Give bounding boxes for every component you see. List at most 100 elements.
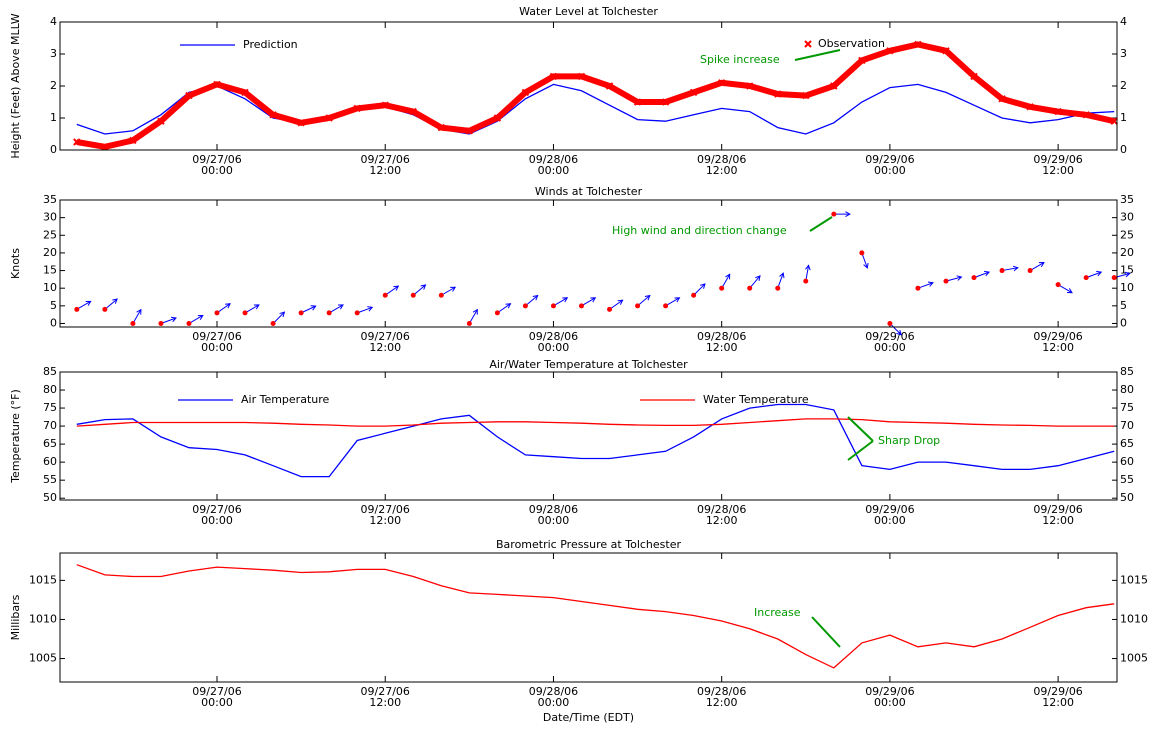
- wind-arrow-head: [170, 316, 177, 323]
- x-tick-label-line: 09/29/06: [1033, 330, 1082, 343]
- wind-arrow-head: [700, 283, 706, 289]
- x-tick-label: 09/29/06 12:00: [1033, 153, 1082, 177]
- wind-speed-dot: [74, 306, 80, 312]
- wind-arrow-shaft: [1029, 262, 1045, 271]
- x-tick-label-line: 12:00: [706, 696, 738, 709]
- x-tick-label: 09/27/06 12:00: [361, 330, 410, 354]
- wind-arrow-head: [532, 294, 539, 301]
- wind-arrow-shaft: [244, 304, 260, 314]
- wind-arrow-shaft: [861, 252, 868, 269]
- wind-arrow: [160, 316, 177, 324]
- x-marker-stroke: [73, 138, 81, 146]
- y-tick-label: 80: [1120, 383, 1134, 396]
- y-tick-label: 30: [43, 211, 57, 224]
- plot-frame: [59, 21, 1118, 151]
- wind-speed-dot: [635, 303, 641, 309]
- wind-arrow: [216, 303, 231, 314]
- wind-speed-dot: [859, 250, 865, 256]
- x-tick-label-line: 09/27/06: [361, 153, 410, 166]
- wind-speed-dot: [102, 306, 108, 312]
- wind-arrow-shaft: [160, 317, 177, 324]
- y-tick-label: 0: [1120, 316, 1127, 329]
- x-tick-label-line: 09/28/06: [697, 330, 746, 343]
- wind-arrow-shaft: [104, 298, 118, 310]
- x-marker-stroke: [1110, 117, 1118, 125]
- plot-frame: [59, 371, 1118, 501]
- wind-arrow-head: [674, 297, 681, 303]
- annotation: High wind and direction change: [612, 224, 787, 237]
- x-tick-label-line: 00:00: [538, 696, 570, 709]
- y-tick-label: 75: [43, 401, 57, 414]
- x-tick-label-line: 00:00: [201, 164, 233, 177]
- panel-title: Winds at Tolchester: [535, 185, 643, 198]
- x-marker-stroke: [185, 91, 193, 100]
- x-tick-label-line: 09/29/06: [865, 503, 914, 516]
- x-marker-stroke: [269, 111, 277, 119]
- annotation-pointer: [847, 416, 874, 442]
- x-tick-label-line: 09/29/06: [865, 685, 914, 698]
- x-marker: [129, 136, 137, 145]
- wind-speed-dot: [270, 320, 276, 326]
- x-tick-label: 09/27/06 12:00: [361, 153, 410, 177]
- x-marker: [325, 114, 333, 122]
- wind-arrow: [749, 275, 761, 289]
- y-tick-label: 1015: [29, 573, 57, 586]
- wind-arrow-shaft: [1057, 284, 1073, 294]
- wind-arrow-shaft: [76, 300, 91, 310]
- x-marker: [241, 88, 249, 97]
- wind-arrow-head: [805, 264, 811, 271]
- annotation-pointer: [847, 440, 874, 461]
- y-tick-label: 0: [1120, 143, 1127, 156]
- x-tick-label-line: 09/27/06: [192, 685, 241, 698]
- x-marker-stroke: [774, 90, 782, 98]
- x-tick-label-line: 00:00: [538, 164, 570, 177]
- wind-arrow-head: [1066, 288, 1073, 294]
- legend-label: Observation: [818, 37, 885, 50]
- y-tick-label: 20: [1120, 246, 1134, 259]
- y-tick-label: 60: [1120, 455, 1134, 468]
- legend-label: Water Temperature: [703, 393, 809, 406]
- x-marker-stroke: [241, 88, 249, 97]
- wind-arrow-shaft: [581, 297, 596, 307]
- wind-arrow-head: [644, 294, 651, 301]
- y-tick-label: 1005: [1120, 652, 1148, 665]
- x-marker: [998, 95, 1006, 103]
- x-tick-label: 09/29/06 00:00: [865, 685, 914, 709]
- wind-arrow: [665, 297, 681, 307]
- y-tick-label: 4: [1120, 15, 1127, 28]
- x-tick-label-line: 00:00: [538, 341, 570, 354]
- x-marker-stroke: [605, 82, 614, 90]
- wind-arrow: [1001, 265, 1019, 272]
- x-marker-stroke: [325, 114, 333, 122]
- x-tick-label-line: 09/28/06: [697, 153, 746, 166]
- y-tick-label: 1010: [29, 612, 57, 625]
- x-tick-label-line: 00:00: [538, 514, 570, 527]
- x-tick-label-line: 09/28/06: [529, 330, 578, 343]
- wind-arrow: [104, 298, 118, 310]
- y-axis-label: Millibars: [9, 594, 22, 640]
- x-tick-label-line: 09/27/06: [192, 503, 241, 516]
- wind-arrow-head: [1038, 262, 1045, 268]
- wind-arrow-shaft: [945, 276, 962, 282]
- x-marker: [493, 114, 502, 122]
- x-tick-label: 09/27/06 00:00: [192, 503, 241, 527]
- y-tick-label: 4: [50, 15, 57, 28]
- wind-arrow-head: [505, 303, 512, 309]
- x-tick-label-line: 12:00: [369, 514, 401, 527]
- x-marker: [577, 72, 586, 81]
- wind-speed-dot: [130, 320, 136, 326]
- x-marker-stroke: [1082, 111, 1090, 119]
- wind-speed-dot: [326, 310, 332, 316]
- x-marker-stroke: [661, 98, 670, 106]
- x-tick-label-line: 09/27/06: [192, 330, 241, 343]
- x-tick-label-line: 00:00: [201, 341, 233, 354]
- wind-speed-dot: [803, 278, 809, 284]
- wind-arrow-head: [197, 314, 204, 321]
- x-tick-label-line: 09/29/06: [865, 153, 914, 166]
- wind-speed-dot: [354, 310, 360, 316]
- wind-arrow: [384, 285, 400, 296]
- wind-arrow: [777, 272, 785, 289]
- x-tick-label: 09/28/06 12:00: [697, 503, 746, 527]
- x-marker: [465, 127, 474, 135]
- x-tick-label-line: 09/29/06: [1033, 503, 1082, 516]
